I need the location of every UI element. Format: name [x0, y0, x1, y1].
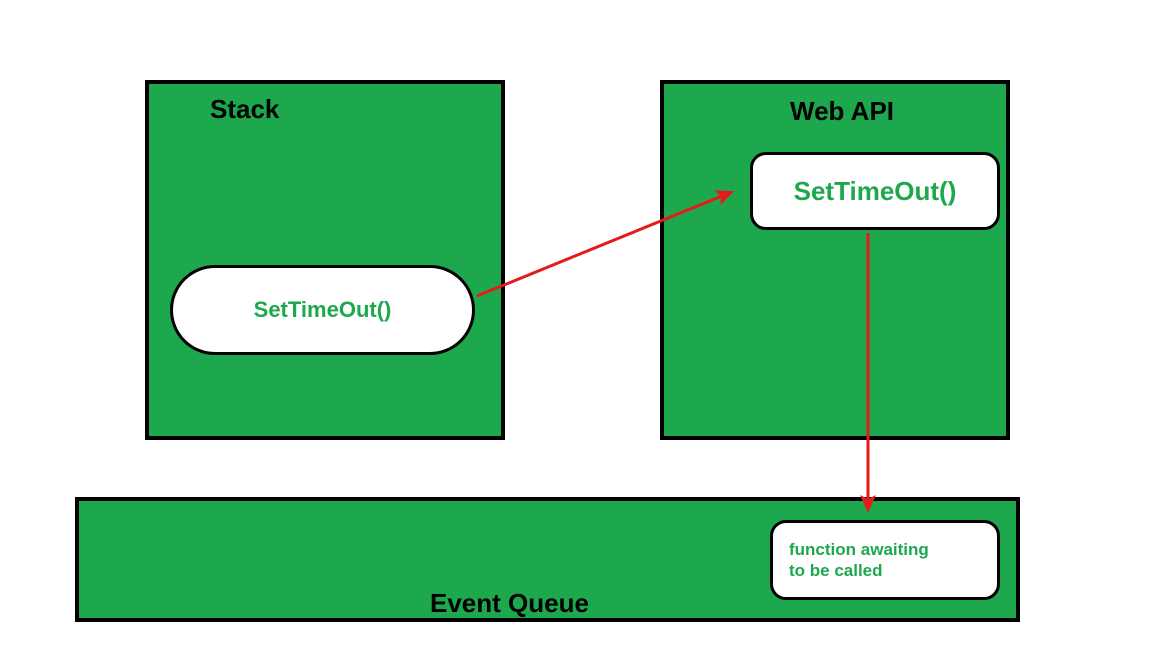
queue-awaiting-label-2: to be called — [789, 560, 883, 581]
eventqueue-title: Event Queue — [430, 588, 589, 619]
webapi-title: Web API — [790, 96, 894, 127]
webapi-settimeout-label: SetTimeOut() — [794, 176, 957, 207]
stack-box — [145, 80, 505, 440]
webapi-box — [660, 80, 1010, 440]
stack-title: Stack — [210, 94, 279, 125]
stack-settimeout-node: SetTimeOut() — [170, 265, 475, 355]
queue-awaiting-label-1: function awaiting — [789, 539, 929, 560]
webapi-settimeout-node: SetTimeOut() — [750, 152, 1000, 230]
queue-awaiting-node: function awaiting to be called — [770, 520, 1000, 600]
stack-settimeout-label: SetTimeOut() — [254, 297, 392, 323]
